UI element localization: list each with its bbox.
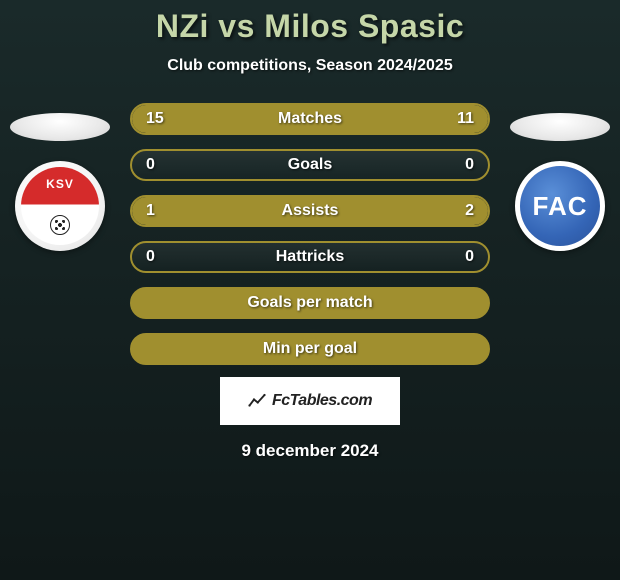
stat-value-right: 11	[457, 110, 474, 128]
stats-list: 15 11 Matches 0 0 Goals 1 2 Assists 0 0 Hattricks Go…	[130, 103, 490, 365]
crest-right-text: FAC	[533, 191, 588, 222]
stat-label: Hattricks	[276, 248, 344, 266]
stat-value-left: 1	[146, 202, 155, 220]
page-title: NZi vs Milos Spasic	[156, 8, 464, 45]
stat-value-right: 2	[465, 202, 474, 220]
left-column: KSV	[10, 103, 110, 251]
chart-icon	[248, 392, 266, 410]
stat-value-left: 0	[146, 156, 155, 174]
stat-value-left: 15	[146, 110, 164, 128]
stat-value-right: 0	[465, 248, 474, 266]
player-avatar-right	[510, 113, 610, 141]
date-label: 9 december 2024	[241, 441, 378, 461]
stat-label: Goals	[288, 156, 332, 174]
brand-box: FcTables.com	[220, 377, 400, 425]
stat-row: 15 11 Matches	[130, 103, 490, 135]
stat-label: Matches	[278, 110, 342, 128]
club-crest-left: KSV	[15, 161, 105, 251]
comparison-card: NZi vs Milos Spasic Club competitions, S…	[0, 0, 620, 580]
stat-label: Min per goal	[263, 340, 357, 358]
stat-row: 0 0 Goals	[130, 149, 490, 181]
crest-left-text: KSV	[46, 177, 74, 191]
brand-label: FcTables.com	[272, 392, 372, 410]
stat-row: Min per goal	[130, 333, 490, 365]
soccer-ball-icon	[50, 215, 70, 235]
stat-value-right: 0	[465, 156, 474, 174]
player-avatar-left	[10, 113, 110, 141]
crest-left-inner: KSV	[21, 167, 99, 245]
stat-value-left: 0	[146, 248, 155, 266]
stat-row: Goals per match	[130, 287, 490, 319]
stat-label: Assists	[282, 202, 339, 220]
subtitle: Club competitions, Season 2024/2025	[167, 57, 452, 75]
stat-row: 0 0 Hattricks	[130, 241, 490, 273]
club-crest-right: FAC	[515, 161, 605, 251]
right-column: FAC	[510, 103, 610, 251]
stat-label: Goals per match	[247, 294, 372, 312]
stat-row: 1 2 Assists	[130, 195, 490, 227]
main-row: KSV 15 11 Matches 0 0 Goals 1 2 Assists 0 0 Hattric…	[0, 103, 620, 365]
